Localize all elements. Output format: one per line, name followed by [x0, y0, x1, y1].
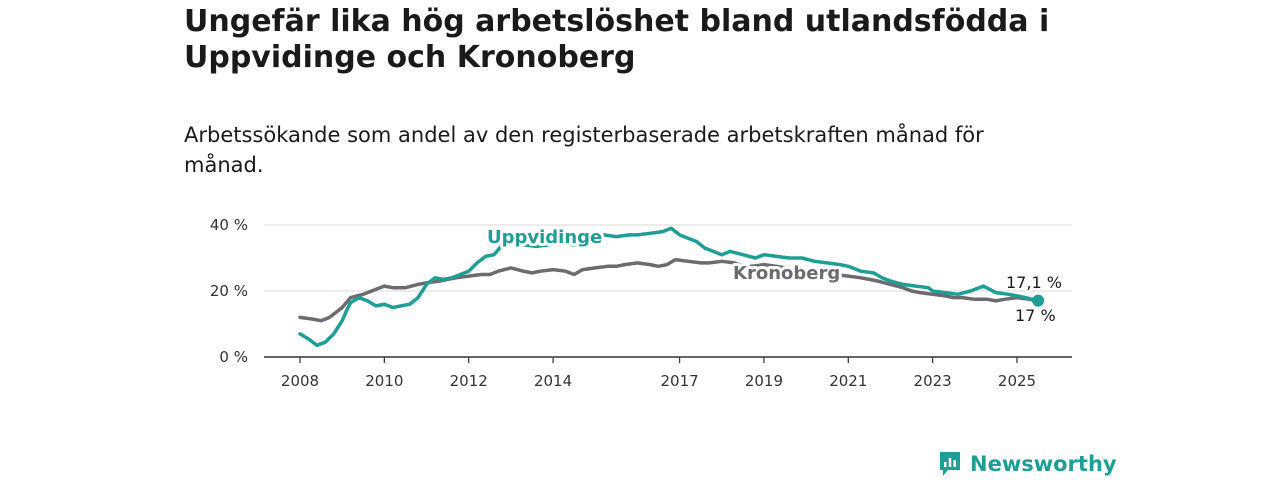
x-tick-label: 2008 [281, 372, 319, 390]
x-tick-label: 2019 [745, 372, 783, 390]
series-labels: Uppvidinge Kronoberg 17,1 % 17 % [484, 224, 1064, 328]
series-line-uppvidinge [298, 226, 1040, 348]
x-tick-label: 2017 [660, 372, 698, 390]
x-tick-label: 2014 [534, 372, 572, 390]
y-axis-ticks: 0 % 20 % 40 % [210, 216, 248, 366]
brand-logo: Newsworthy [938, 448, 1117, 480]
grid-lines [264, 224, 1072, 292]
y-tick-label: 20 % [210, 282, 248, 300]
series-label-kronoberg: Kronoberg [733, 263, 840, 284]
series-line-kronoberg [298, 257, 1040, 323]
brand-name: Newsworthy [970, 452, 1117, 476]
y-tick-label: 40 % [210, 216, 248, 234]
series-lines [298, 226, 1045, 348]
series-end-point-uppvidinge [1032, 294, 1045, 307]
line-chart: 0 % 20 % 40 % 2008 2010 2012 2014 2017 2019 2021… [210, 216, 1072, 390]
x-tick-label: 2021 [829, 372, 867, 390]
x-tick-label: 2025 [998, 372, 1036, 390]
x-tick-label: 2012 [450, 372, 488, 390]
series-label-uppvidinge: Uppvidinge [487, 227, 602, 248]
newsworthy-logo-icon [940, 452, 960, 476]
chart-subtitle: Arbetssökande som andel av den registerb… [184, 123, 984, 177]
x-axis: 2008 2010 2012 2014 2017 2019 2021 2023 2025 [264, 356, 1072, 390]
chart-title: Ungefär lika hög arbetslöshet bland utla… [184, 4, 1050, 75]
x-tick-label: 2023 [914, 372, 952, 390]
y-tick-label: 0 % [219, 348, 248, 366]
end-value-label-uppvidinge: 17,1 % [1006, 273, 1062, 292]
x-tick-label: 2010 [365, 372, 403, 390]
end-value-label-kronoberg: 17 % [1015, 306, 1056, 325]
